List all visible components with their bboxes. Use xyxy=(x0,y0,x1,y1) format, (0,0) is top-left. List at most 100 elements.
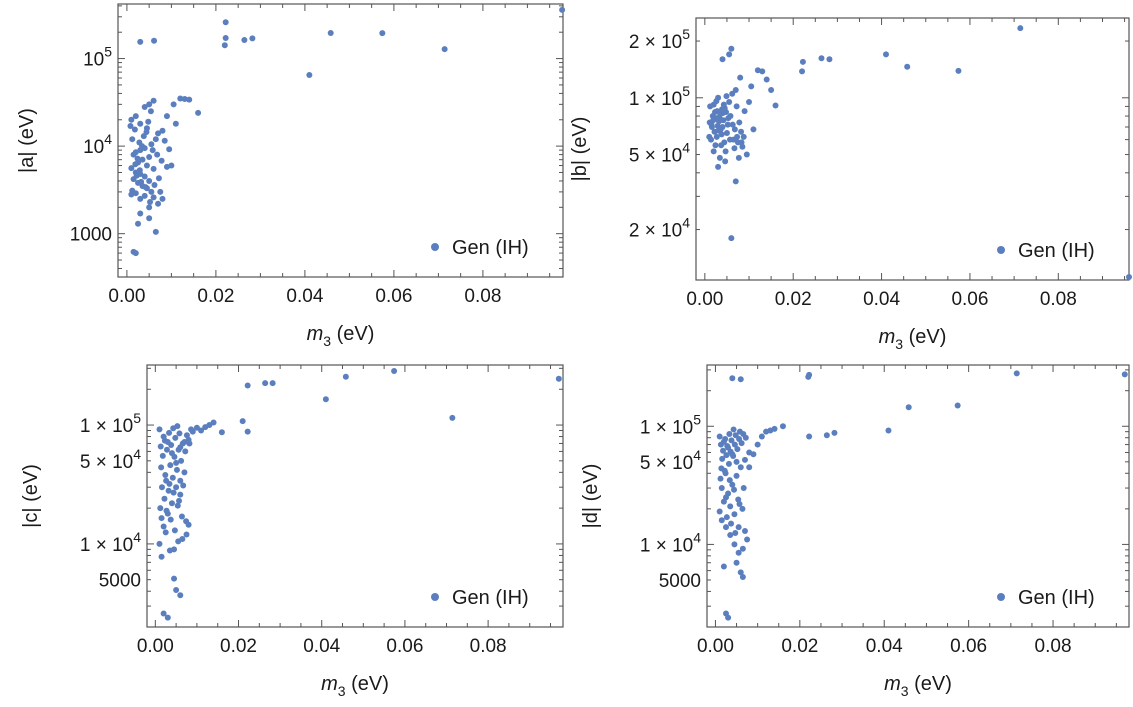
data-point xyxy=(162,529,169,536)
data-point xyxy=(799,58,806,65)
data-point xyxy=(133,172,140,179)
data-point xyxy=(167,516,174,523)
data-point xyxy=(137,210,144,217)
data-point xyxy=(722,494,729,501)
data-point xyxy=(163,507,170,514)
data-point xyxy=(713,133,720,140)
data-point xyxy=(905,404,912,411)
data-point xyxy=(152,228,159,235)
data-point xyxy=(717,441,724,448)
legend-marker xyxy=(431,243,439,251)
data-point xyxy=(166,146,173,153)
y-tick-label: 5 × 104 xyxy=(629,140,690,167)
legend-marker xyxy=(997,246,1005,254)
data-point xyxy=(183,518,190,525)
data-point xyxy=(178,457,185,464)
data-point xyxy=(731,145,738,152)
data-point xyxy=(746,449,753,456)
x-tick-label: 0.06 xyxy=(375,286,412,307)
data-point xyxy=(159,452,166,459)
data-point xyxy=(138,178,145,185)
data-point xyxy=(176,497,183,504)
data-point xyxy=(262,380,269,387)
x-axis-title: m3 (eV) xyxy=(879,326,947,352)
data-point xyxy=(164,614,171,621)
data-point xyxy=(716,508,723,515)
data-point xyxy=(150,165,157,172)
data-point xyxy=(955,67,962,74)
data-point xyxy=(718,517,725,524)
data-point xyxy=(130,151,137,158)
data-point xyxy=(141,192,148,199)
data-point xyxy=(177,592,184,599)
data-point xyxy=(718,142,725,149)
data-point xyxy=(137,38,144,45)
x-tick-label: 0.04 xyxy=(863,289,900,310)
data-point xyxy=(156,426,163,433)
data-point xyxy=(729,481,736,488)
data-point xyxy=(736,436,743,443)
data-point xyxy=(823,432,830,439)
data-point xyxy=(1121,371,1128,378)
data-point xyxy=(147,199,154,206)
data-point xyxy=(716,433,723,440)
legend-marker xyxy=(431,593,439,601)
data-point xyxy=(740,431,747,438)
x-axis-title: m3 (eV) xyxy=(321,673,389,699)
data-point xyxy=(805,373,812,380)
x-tick-label: 0.06 xyxy=(951,289,988,310)
data-point xyxy=(736,500,743,507)
data-point xyxy=(130,248,137,255)
data-point xyxy=(173,466,180,473)
y-tick-label: 1 × 105 xyxy=(80,410,141,437)
data-point xyxy=(163,163,170,170)
x-tick-label: 0.04 xyxy=(303,636,340,657)
panel-b: 0.00 0.02 0.04 0.06 0.08 2 × 104 5 × 104 1 × 10… xyxy=(566,0,1133,352)
data-point xyxy=(772,102,779,109)
y-tick-label: 104 xyxy=(83,131,112,158)
data-point xyxy=(148,188,155,195)
y-tick-label: 1 × 104 xyxy=(80,529,141,556)
data-point xyxy=(158,553,165,560)
data-point xyxy=(726,477,733,484)
data-point xyxy=(763,76,770,83)
y-axis-title: |d| (eV) xyxy=(580,464,602,529)
data-point xyxy=(173,586,180,593)
data-point xyxy=(154,151,161,158)
panel-d: 0.00 0.02 0.04 0.06 0.08 5000 1 × 104 5 × 104 1 … xyxy=(566,351,1133,702)
x-tick-label: 0.00 xyxy=(686,289,723,310)
data-point xyxy=(737,376,744,383)
data-point xyxy=(726,431,733,438)
data-point xyxy=(737,569,744,576)
data-point xyxy=(139,143,146,150)
data-point xyxy=(740,133,747,140)
data-point xyxy=(954,402,961,409)
x-axis-title: m3 (eV) xyxy=(884,673,952,699)
data-point xyxy=(161,437,168,444)
data-point xyxy=(735,524,742,531)
data-point xyxy=(743,151,750,158)
data-point xyxy=(735,154,742,161)
data-point xyxy=(137,195,144,202)
data-point xyxy=(722,610,729,617)
y-tick-label: 5 × 104 xyxy=(640,447,701,474)
data-point xyxy=(306,71,313,78)
data-point xyxy=(159,127,166,134)
data-point xyxy=(391,367,398,374)
plot-frame xyxy=(706,364,1130,628)
data-point xyxy=(148,141,155,148)
data-point xyxy=(719,110,726,117)
data-point xyxy=(181,96,188,103)
data-point xyxy=(179,440,186,447)
data-point xyxy=(739,505,746,512)
data-point xyxy=(716,114,723,121)
data-point xyxy=(754,67,761,74)
data-point xyxy=(712,142,719,149)
data-point xyxy=(733,472,740,479)
data-point xyxy=(136,167,143,174)
data-point xyxy=(731,486,738,493)
data-point xyxy=(726,51,733,58)
data-point xyxy=(174,423,181,430)
data-point xyxy=(151,37,158,44)
data-point xyxy=(163,477,170,484)
